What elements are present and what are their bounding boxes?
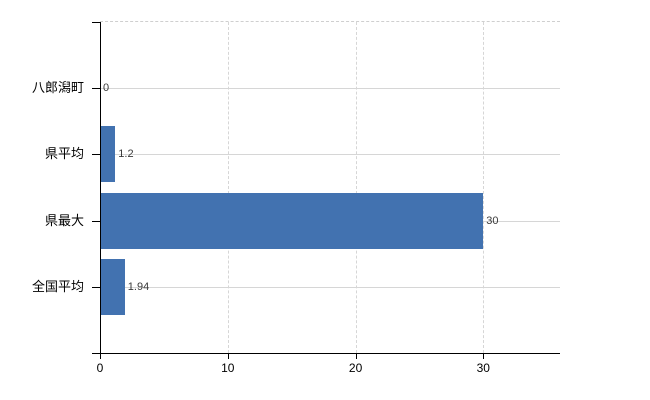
bar [100, 126, 116, 183]
y-axis-tick [92, 88, 100, 90]
bar-value-label: 30 [486, 214, 499, 227]
bar-value-label: 0 [103, 82, 110, 95]
gridline-horizontal [100, 88, 560, 90]
x-tick-label: 0 [96, 361, 104, 375]
bar-value-label: 1.94 [127, 280, 150, 293]
category-label: 県平均 [44, 146, 84, 162]
x-tick-label: 20 [348, 361, 363, 375]
x-axis-tick [355, 353, 357, 359]
x-tick-label: 30 [476, 361, 490, 375]
plot-top-border [100, 21, 560, 22]
bar-value-label: 1.2 [118, 148, 134, 161]
bar [100, 192, 484, 249]
x-axis-line [92, 353, 560, 354]
category-label: 八郎潟町 [31, 80, 84, 96]
x-axis-tick [483, 353, 485, 359]
gridline-horizontal [100, 154, 560, 156]
x-axis-tick [227, 353, 229, 359]
gridline-vertical [355, 22, 357, 353]
y-axis-tick [92, 154, 100, 156]
bar [100, 258, 125, 315]
gridline-horizontal [100, 286, 560, 288]
category-label: 県最大 [44, 212, 84, 228]
x-tick-label: 10 [221, 361, 235, 375]
category-label: 全国平均 [31, 278, 84, 294]
x-axis-tick [100, 353, 101, 359]
y-axis-line [100, 22, 101, 359]
y-axis-tick [92, 220, 100, 222]
y-axis-tick [92, 286, 100, 288]
gridline-vertical [483, 22, 485, 353]
y-axis-tick [92, 22, 100, 23]
gridline-vertical [227, 22, 229, 353]
